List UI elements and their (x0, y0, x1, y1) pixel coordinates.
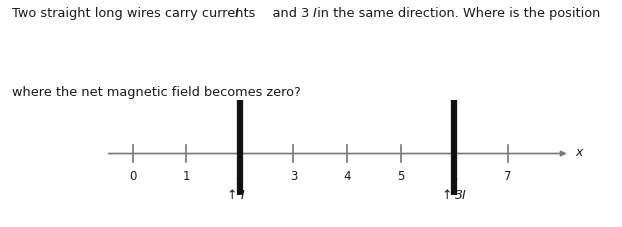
Text: ↑: ↑ (441, 189, 452, 202)
Text: x: x (575, 146, 582, 159)
Text: 4: 4 (343, 170, 351, 183)
Text: 1: 1 (182, 170, 190, 183)
Text: I: I (312, 7, 316, 20)
Text: 0: 0 (129, 170, 136, 183)
Text: 5: 5 (397, 170, 404, 183)
Text: 7: 7 (504, 170, 512, 183)
Text: ↑: ↑ (226, 189, 237, 202)
Text: where the net magnetic field becomes zero?: where the net magnetic field becomes zer… (12, 86, 301, 99)
Text: Two straight long wires carry currents      and 3   in the same direction. Where: Two straight long wires carry currents a… (12, 7, 601, 20)
Text: I: I (235, 7, 239, 20)
Text: 3I: 3I (455, 189, 467, 202)
Text: 3: 3 (290, 170, 297, 183)
Text: I: I (241, 189, 244, 202)
